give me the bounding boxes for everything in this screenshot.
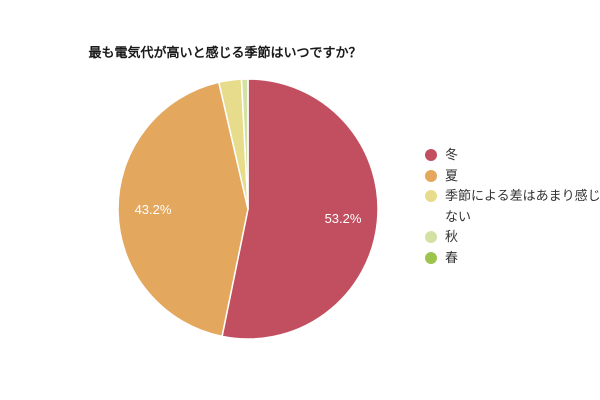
svg-text:53.2%: 53.2% xyxy=(325,211,362,226)
svg-text:43.2%: 43.2% xyxy=(135,202,172,217)
